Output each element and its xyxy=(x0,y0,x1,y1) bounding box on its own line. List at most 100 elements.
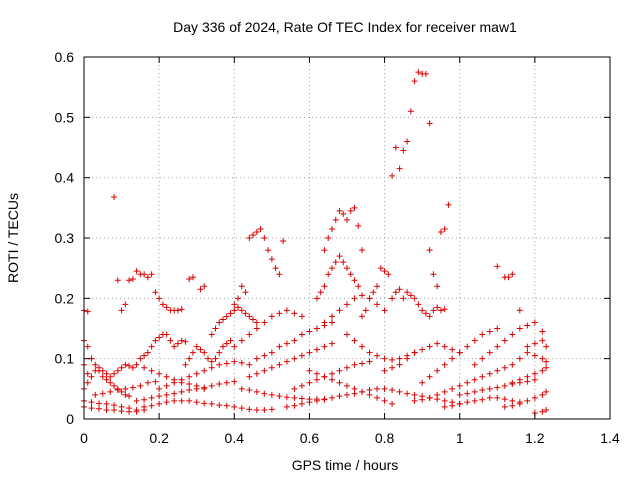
data-point xyxy=(347,207,354,214)
data-point xyxy=(359,343,366,350)
data-point xyxy=(445,201,452,208)
data-point xyxy=(328,394,335,401)
data-point xyxy=(434,304,441,311)
data-point xyxy=(381,397,388,404)
x-tick-label: 1 xyxy=(456,430,464,446)
data-point xyxy=(313,295,320,302)
data-point xyxy=(152,337,159,344)
data-point xyxy=(265,247,272,254)
data-point xyxy=(441,225,448,232)
data-point xyxy=(88,399,95,406)
data-point xyxy=(216,361,223,368)
data-point xyxy=(377,265,384,272)
data-point xyxy=(291,337,298,344)
data-point xyxy=(422,70,429,77)
data-point xyxy=(220,316,227,323)
data-point xyxy=(516,307,523,314)
data-point xyxy=(434,391,441,398)
data-point xyxy=(283,394,290,401)
data-point xyxy=(261,352,268,359)
data-point xyxy=(201,349,208,356)
data-point xyxy=(389,400,396,407)
data-point xyxy=(351,385,358,392)
data-point xyxy=(272,265,279,272)
data-point xyxy=(197,286,204,293)
data-point xyxy=(434,283,441,290)
data-point xyxy=(227,310,234,317)
data-point xyxy=(246,387,253,394)
data-point xyxy=(539,355,546,362)
data-point xyxy=(276,393,283,400)
data-point xyxy=(392,289,399,296)
data-point xyxy=(231,343,238,350)
data-point xyxy=(189,274,196,281)
data-point xyxy=(407,292,414,299)
data-point xyxy=(464,399,471,406)
data-point xyxy=(227,337,234,344)
data-point xyxy=(171,397,178,404)
data-point xyxy=(531,376,538,383)
data-point xyxy=(261,367,268,374)
data-point xyxy=(516,355,523,362)
y-tick-label: 0 xyxy=(66,411,74,427)
data-point xyxy=(328,319,335,326)
data-point xyxy=(539,328,546,335)
data-point xyxy=(419,396,426,403)
data-point xyxy=(321,373,328,380)
data-point xyxy=(283,340,290,347)
data-point xyxy=(223,402,230,409)
data-point xyxy=(212,325,219,332)
data-point xyxy=(426,313,433,320)
data-point xyxy=(486,394,493,401)
data-point xyxy=(486,385,493,392)
data-point xyxy=(381,307,388,314)
data-point xyxy=(524,373,531,380)
data-point xyxy=(126,277,133,284)
data-point xyxy=(524,343,531,350)
data-point xyxy=(340,259,347,266)
data-point xyxy=(539,367,546,374)
data-point xyxy=(201,367,208,374)
data-point xyxy=(501,337,508,344)
data-point xyxy=(321,247,328,254)
data-point xyxy=(389,295,396,302)
data-point xyxy=(84,343,91,350)
data-point xyxy=(118,307,125,314)
data-point xyxy=(328,313,335,320)
data-point xyxy=(208,400,215,407)
data-point xyxy=(516,376,523,383)
data-point xyxy=(456,349,463,356)
data-point xyxy=(298,382,305,389)
data-point xyxy=(122,385,129,392)
data-point xyxy=(220,343,227,350)
data-point xyxy=(133,268,140,275)
data-point xyxy=(336,307,343,314)
data-point xyxy=(291,402,298,409)
data-point xyxy=(313,397,320,404)
data-point xyxy=(351,295,358,302)
data-point xyxy=(359,292,366,299)
data-point xyxy=(283,358,290,365)
data-point xyxy=(291,385,298,392)
data-point xyxy=(415,301,422,308)
data-point xyxy=(396,286,403,293)
data-point xyxy=(148,394,155,401)
data-point xyxy=(276,310,283,317)
data-point xyxy=(235,295,242,302)
data-point xyxy=(276,343,283,350)
data-point xyxy=(92,361,99,368)
data-point xyxy=(494,343,501,350)
data-point xyxy=(129,364,136,371)
data-point xyxy=(126,408,133,415)
data-point xyxy=(159,301,166,308)
data-point xyxy=(238,337,245,344)
data-point xyxy=(317,289,324,296)
data-point xyxy=(201,283,208,290)
data-point xyxy=(509,271,516,278)
x-tick-label: 0.8 xyxy=(375,430,395,446)
data-point xyxy=(178,376,185,383)
data-point xyxy=(336,207,343,214)
data-point xyxy=(133,361,140,368)
data-point xyxy=(212,355,219,362)
data-point xyxy=(374,301,381,308)
